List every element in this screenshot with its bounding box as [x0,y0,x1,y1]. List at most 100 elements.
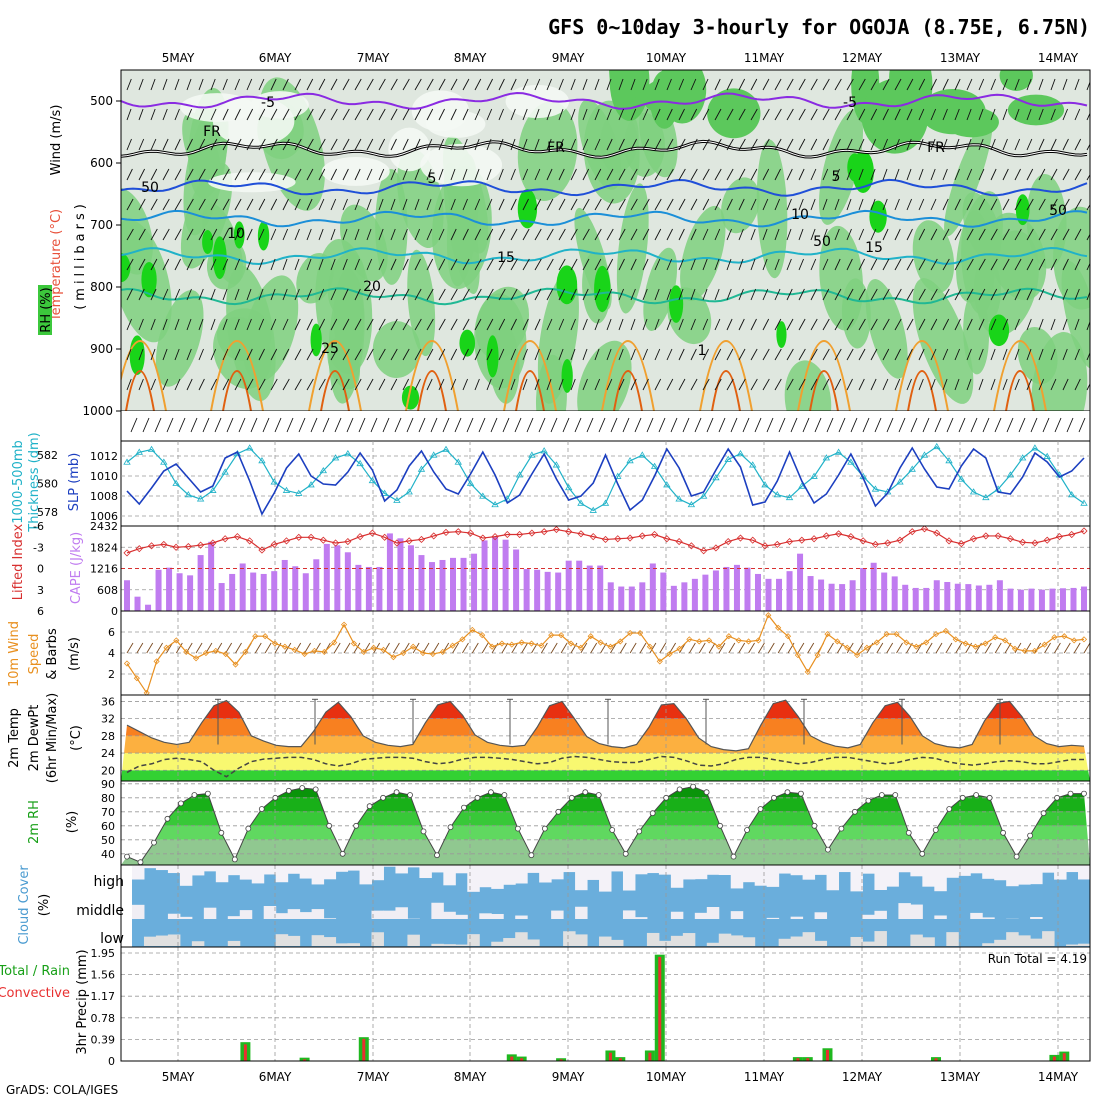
wind-barb-7 [195,642,203,654]
wind-barb-44 [560,642,568,654]
barb-247 [174,168,182,181]
barb-57 [810,78,818,91]
barb-398 [1014,198,1022,211]
barb-441 [558,228,566,241]
rh-point-11 [272,794,279,801]
barb-605 [582,288,589,301]
barb-14 [294,78,301,91]
rh-point-40 [663,794,670,801]
sfc-barb-983 [982,417,990,433]
barb-46 [678,78,685,91]
barb-298 [786,168,793,181]
wind10-ylabel-a: 10m Wind [7,621,22,687]
cloud-high-53 [766,866,780,887]
sfc-barb-839 [838,417,846,433]
wind-point-64 [755,637,762,644]
rh2m-ylabel-a: 2m RH [27,800,42,844]
warm-arc-6 [699,340,753,411]
cape-bar-2 [145,604,152,611]
barb-524 [582,258,590,271]
barb-820 [246,378,254,391]
cloud-high-20 [371,866,384,881]
barb-607 [606,288,613,301]
barb-369 [666,198,674,211]
cloud-low-18 [347,943,361,946]
cloud-mid-32 [515,915,528,919]
barb-862 [750,378,758,391]
barb-393 [954,198,961,211]
rh-point-34 [582,789,589,796]
barb-406 [138,228,146,241]
barb-68 [942,78,949,91]
cloud-high-13 [287,866,301,874]
precip-conv-40 [520,1058,524,1061]
cape-bar-72 [881,572,888,611]
li-point-62 [884,539,892,547]
wind-barb-64 [758,642,765,654]
barb-600 [522,288,530,301]
barb-411 [198,228,206,241]
barb-208 [678,138,686,151]
cloud-low-76 [1042,931,1055,946]
barb-688 [606,318,612,331]
wind-barb-35 [471,642,479,654]
wind-point-62 [735,637,742,644]
rh-tick-90: 90 [101,778,115,791]
precip-conv-54 [658,956,662,1061]
barb-549 [882,258,890,271]
barb-452 [690,228,697,241]
thickness-point-68 [957,475,966,482]
wind-barb-52 [639,642,647,654]
barb-327 [162,198,170,211]
barb-183 [378,138,386,151]
cloud-high-50 [730,866,744,889]
cape-tick-608: 608 [97,584,118,597]
barb-753 [414,348,422,361]
barb-192 [486,138,492,151]
top-day-11MAY: 11MAY [744,51,785,65]
ptick-800: 800 [90,280,113,294]
barb-423 [342,228,348,241]
sfc-barb-551 [550,417,558,433]
barb-818 [222,378,230,391]
barb-31 [498,78,505,91]
sfc-barb-371 [370,417,378,433]
barb-768 [594,348,600,361]
li-point-14 [295,533,303,541]
barb-174 [270,138,278,151]
barb-487 [138,258,146,271]
cloud-low-68 [946,932,959,946]
sfc-barb-311 [310,417,318,433]
wind-point-35 [469,626,476,633]
barb-258 [306,168,314,181]
surface-barbs [130,417,1086,433]
barb-576 [234,288,240,301]
cloud-high-11 [263,866,277,875]
barb-297 [774,168,781,181]
barb-875 [906,378,912,391]
barb-847 [570,378,576,391]
slp-tick-1010: 1010 [90,470,118,483]
thickness-point-24 [417,465,426,472]
barb-151 [966,108,972,121]
barb-712 [894,318,902,331]
cape-bar-34 [481,540,488,611]
cloud-high-70 [970,866,983,874]
cloud-low-71 [982,943,995,946]
barb-181 [354,138,362,151]
barb-288 [666,168,674,181]
barb-92 [258,108,266,121]
barb-248 [186,168,194,181]
sfc-barb-875 [874,417,882,433]
barb-78 [1062,78,1068,91]
sfc-barb-803 [802,417,810,433]
barb-526 [606,258,614,271]
rh-core-6 [212,236,227,280]
cloud-low-66 [922,937,935,946]
cloud-high-6 [203,866,217,872]
thickness-point-5 [184,491,193,498]
cloud-high-72 [994,866,1007,881]
barb-359 [546,198,554,211]
barb-102 [378,108,386,121]
barb-731 [150,348,156,361]
